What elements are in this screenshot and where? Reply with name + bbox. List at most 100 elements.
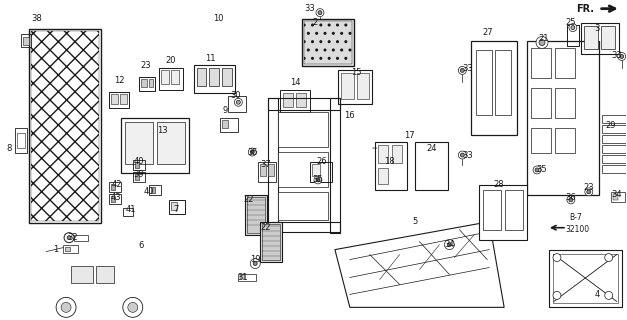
Text: 40: 40 <box>134 157 144 166</box>
Bar <box>109 182 121 192</box>
Bar <box>74 235 88 241</box>
Text: 11: 11 <box>205 54 216 63</box>
Bar <box>240 276 245 279</box>
Bar <box>283 93 293 107</box>
Circle shape <box>250 150 255 154</box>
Bar <box>414 142 448 190</box>
Bar <box>171 202 177 210</box>
Circle shape <box>585 188 593 196</box>
Circle shape <box>567 196 575 204</box>
Text: 34: 34 <box>444 240 455 249</box>
Circle shape <box>64 233 74 243</box>
Text: 2: 2 <box>312 18 318 27</box>
Text: 22: 22 <box>260 223 270 232</box>
Bar <box>278 112 328 147</box>
Bar <box>133 172 145 182</box>
Bar <box>375 142 406 190</box>
Bar <box>531 49 551 78</box>
Circle shape <box>445 240 455 250</box>
Text: 33: 33 <box>305 4 315 13</box>
Polygon shape <box>599 6 621 12</box>
Circle shape <box>569 24 577 32</box>
Text: 29: 29 <box>606 121 616 130</box>
Bar <box>223 120 228 128</box>
Bar <box>296 93 306 107</box>
Bar <box>602 165 627 173</box>
Circle shape <box>587 190 591 194</box>
Bar <box>555 88 575 118</box>
Bar <box>238 274 256 282</box>
Bar <box>479 185 527 240</box>
Bar <box>149 79 153 87</box>
Bar <box>602 145 627 153</box>
Bar <box>268 164 274 176</box>
Circle shape <box>604 253 613 261</box>
Bar <box>483 190 501 230</box>
Text: 17: 17 <box>404 131 415 140</box>
Text: B-7: B-7 <box>569 213 582 222</box>
Text: 28: 28 <box>494 180 505 189</box>
Bar <box>21 34 31 47</box>
Text: 8: 8 <box>7 144 12 153</box>
Polygon shape <box>335 222 504 307</box>
Circle shape <box>316 178 320 182</box>
Bar <box>613 194 618 200</box>
Circle shape <box>553 292 561 300</box>
Bar <box>584 26 598 50</box>
Bar <box>601 26 614 50</box>
Bar <box>171 70 179 84</box>
Bar <box>549 250 621 307</box>
Bar <box>101 55 248 230</box>
Bar <box>567 25 579 46</box>
Circle shape <box>314 176 322 184</box>
Circle shape <box>248 148 256 156</box>
Bar <box>477 51 492 115</box>
Text: 10: 10 <box>213 14 224 23</box>
Circle shape <box>67 236 71 240</box>
Bar <box>149 185 161 195</box>
Bar <box>150 187 155 193</box>
Circle shape <box>618 52 626 60</box>
Bar <box>109 194 121 204</box>
Text: 19: 19 <box>250 255 260 264</box>
Circle shape <box>448 243 451 247</box>
Bar <box>111 94 118 104</box>
Text: FR.: FR. <box>576 4 594 14</box>
Bar <box>23 36 29 44</box>
Bar <box>531 128 551 153</box>
Text: 35: 35 <box>537 165 547 174</box>
Bar <box>602 125 627 133</box>
Text: 30: 30 <box>230 91 241 100</box>
Bar <box>258 162 276 182</box>
Bar <box>228 96 246 112</box>
Bar <box>135 162 139 168</box>
Circle shape <box>460 68 465 72</box>
Circle shape <box>318 11 322 15</box>
Polygon shape <box>547 248 624 307</box>
Bar <box>555 49 575 78</box>
Circle shape <box>458 151 466 159</box>
Text: 27: 27 <box>482 28 493 37</box>
Bar <box>135 174 139 180</box>
Bar <box>194 65 235 93</box>
Bar <box>18 133 25 148</box>
Text: 5: 5 <box>412 217 417 226</box>
Text: 1: 1 <box>53 245 59 254</box>
Bar <box>139 77 155 91</box>
Circle shape <box>539 40 545 45</box>
Text: 3: 3 <box>594 24 599 33</box>
Text: 33: 33 <box>462 64 473 73</box>
Bar <box>357 73 369 99</box>
Circle shape <box>533 166 541 174</box>
Bar <box>169 200 184 214</box>
Bar <box>268 98 340 110</box>
Bar <box>111 184 115 190</box>
Bar <box>268 98 278 233</box>
Bar <box>312 164 320 176</box>
Circle shape <box>250 259 260 268</box>
Text: 32100: 32100 <box>566 225 590 234</box>
Text: 35: 35 <box>313 175 324 184</box>
Bar <box>304 20 352 64</box>
Text: 43: 43 <box>110 193 121 202</box>
Text: 4: 4 <box>594 290 599 299</box>
